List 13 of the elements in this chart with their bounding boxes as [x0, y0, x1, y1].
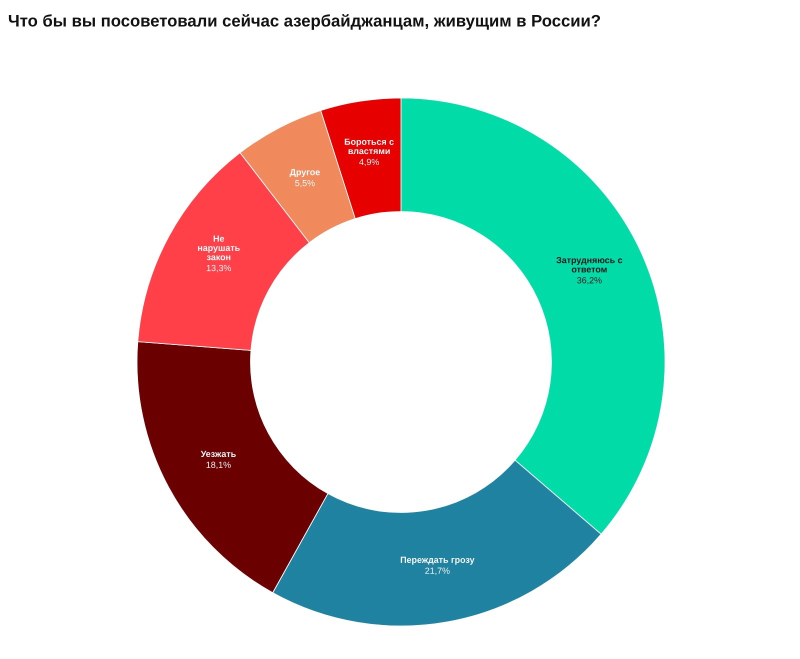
slice-label: Не нарушать закон	[198, 236, 240, 260]
slice-label: Бороться с властями	[344, 138, 394, 154]
slice-label: Затрудняюсь с ответом	[556, 256, 622, 273]
data-label: 18,1%	[206, 462, 231, 470]
data-label: 36,2%	[577, 277, 602, 284]
slice-label: Переждать грозу	[400, 556, 475, 565]
chart-title: Что бы вы посоветовали сейчас азербайджанцам, живущим в России?	[8, 14, 600, 30]
data-label: 13,3%	[206, 264, 232, 272]
slice-label: Уезжать	[200, 450, 236, 458]
slice-label: Другое	[290, 169, 320, 178]
data-label: 21,7%	[425, 568, 450, 575]
data-label: 4,9%	[359, 158, 379, 166]
data-label: 5,5%	[295, 180, 315, 188]
